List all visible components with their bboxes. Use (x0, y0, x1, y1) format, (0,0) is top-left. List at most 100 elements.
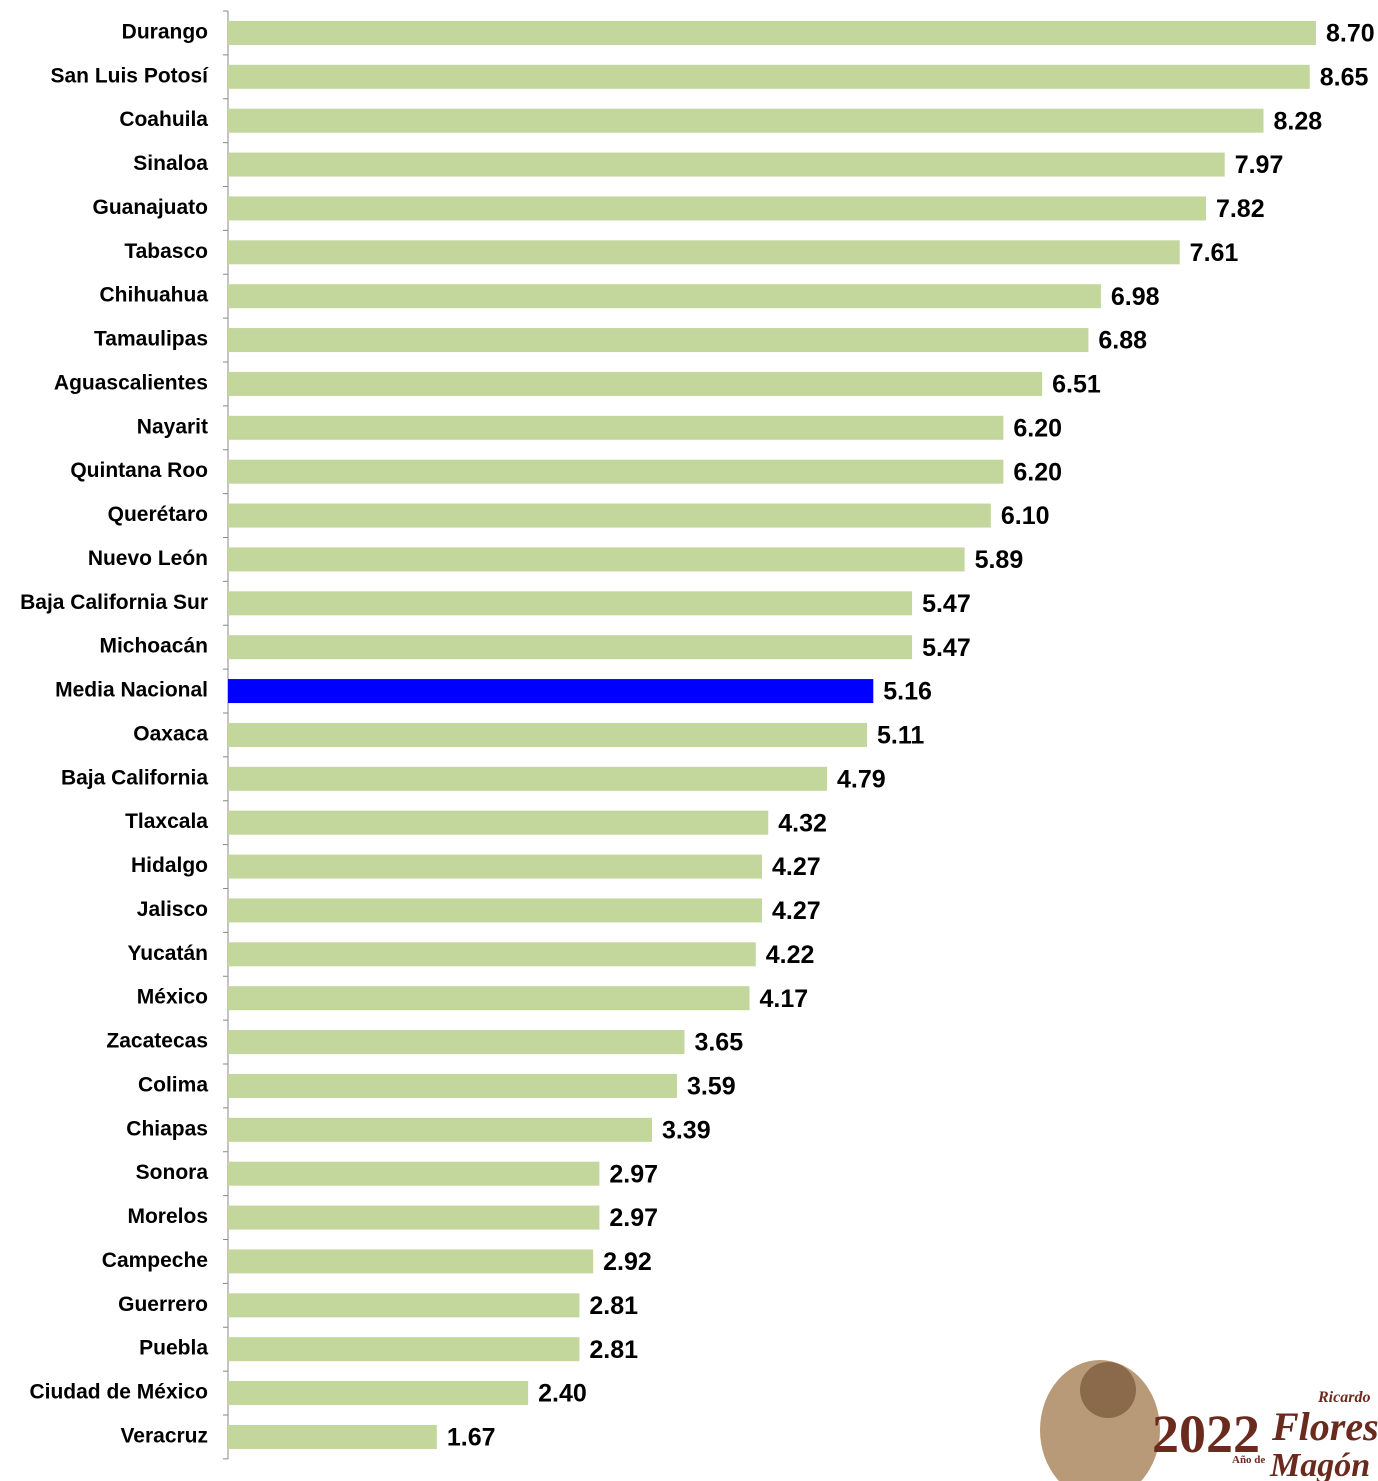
value-label: 2.81 (589, 1292, 638, 1320)
category-label: Aguascalientes (54, 371, 208, 394)
bar (228, 328, 1089, 353)
bar (228, 64, 1310, 89)
value-label: 6.88 (1098, 327, 1147, 355)
category-label: Guanajuato (92, 196, 208, 219)
value-label: 8.65 (1320, 63, 1369, 91)
value-label: 6.20 (1013, 458, 1062, 486)
value-label: 3.59 (687, 1073, 736, 1101)
value-label: 3.65 (694, 1029, 743, 1057)
category-label: Baja California (61, 766, 208, 789)
value-label: 1.67 (447, 1424, 496, 1452)
value-label: 7.97 (1235, 151, 1284, 179)
logo-portrait-head (1080, 1362, 1136, 1418)
value-label: 5.47 (922, 634, 971, 662)
category-label: Guerrero (118, 1293, 208, 1316)
category-label: San Luis Potosí (50, 64, 209, 87)
bar (228, 1205, 600, 1230)
value-label: 4.17 (759, 985, 808, 1013)
category-label: Media Nacional (55, 679, 208, 702)
value-label: 2.97 (609, 1160, 658, 1188)
logo: 2022 Año de Ricardo Flores Magón (1040, 1360, 1378, 1481)
logo-first-name: Ricardo (1317, 1389, 1370, 1406)
category-label: Colima (138, 1073, 208, 1096)
logo-year: 2022 (1152, 1404, 1260, 1464)
value-label: 5.89 (975, 546, 1024, 574)
category-label: Chiapas (126, 1117, 208, 1140)
category-label: Campeche (102, 1249, 208, 1272)
value-label: 5.47 (922, 590, 971, 618)
value-label: 5.11 (877, 722, 924, 750)
category-label: Coahuila (119, 108, 208, 131)
logo-surname-2: Magón (1269, 1447, 1370, 1481)
bar (228, 1030, 685, 1055)
value-label: 2.97 (609, 1204, 658, 1232)
bar (228, 986, 750, 1011)
category-label: Nuevo León (88, 547, 208, 570)
value-label: 4.79 (837, 765, 886, 793)
value-label: 8.28 (1273, 107, 1322, 135)
bar (228, 1424, 437, 1449)
bar (228, 284, 1101, 309)
bar (228, 1381, 529, 1406)
value-label: 6.10 (1001, 502, 1050, 530)
bar (228, 1117, 652, 1142)
category-label: Michoacán (99, 635, 208, 658)
bar (228, 240, 1180, 265)
value-label: 4.27 (772, 897, 821, 925)
value-label: 7.82 (1216, 195, 1265, 223)
bar (228, 766, 828, 791)
category-label: Hidalgo (131, 854, 208, 877)
bar (228, 459, 1004, 484)
category-label: Baja California Sur (20, 591, 208, 614)
bar (228, 679, 874, 704)
bar (228, 547, 965, 572)
value-label: 6.20 (1013, 414, 1062, 442)
category-label: Ciudad de México (29, 1381, 208, 1404)
bar (228, 152, 1225, 177)
category-label: Puebla (139, 1337, 208, 1360)
bar (228, 591, 913, 616)
value-label: 6.51 (1052, 371, 1101, 399)
value-label: 3.39 (662, 1116, 711, 1144)
bar (228, 108, 1264, 133)
category-label: Nayarit (137, 415, 208, 438)
category-label: Tlaxcala (125, 810, 208, 833)
category-label: Querétaro (108, 503, 208, 526)
bar (228, 854, 762, 879)
bar (228, 503, 991, 528)
category-label: Quintana Roo (70, 459, 208, 482)
value-label: 2.40 (538, 1380, 587, 1408)
logo-surname-1: Flores (1271, 1404, 1378, 1449)
value-label: 2.81 (589, 1336, 638, 1364)
category-label: México (137, 986, 208, 1009)
bar (228, 371, 1043, 396)
category-label: Tabasco (124, 240, 208, 263)
logo-prefix: Año de (1232, 1454, 1265, 1466)
category-label: Sinaloa (133, 152, 208, 175)
bar (228, 1161, 600, 1186)
category-label: Jalisco (137, 898, 208, 921)
bar (228, 415, 1004, 440)
category-label: Zacatecas (106, 1030, 208, 1053)
category-label: Sonora (136, 1161, 209, 1184)
value-label: 8.70 (1326, 20, 1375, 48)
bar (228, 635, 913, 660)
bar (228, 1337, 580, 1362)
bar (228, 196, 1206, 221)
bar (228, 810, 769, 835)
category-label: Oaxaca (133, 722, 208, 745)
value-label: 6.98 (1111, 283, 1160, 311)
value-label: 4.27 (772, 853, 821, 881)
value-label: 4.22 (766, 941, 815, 969)
value-label: 2.92 (603, 1248, 652, 1276)
value-label: 7.61 (1190, 239, 1239, 267)
bar (228, 942, 756, 967)
category-label: Chihuahua (100, 284, 209, 307)
category-label: Durango (122, 20, 208, 43)
category-label: Tamaulipas (94, 328, 208, 351)
value-label: 4.32 (778, 809, 827, 837)
category-label: Morelos (127, 1205, 208, 1228)
bar (228, 1249, 594, 1274)
category-label: Yucatán (127, 942, 208, 965)
